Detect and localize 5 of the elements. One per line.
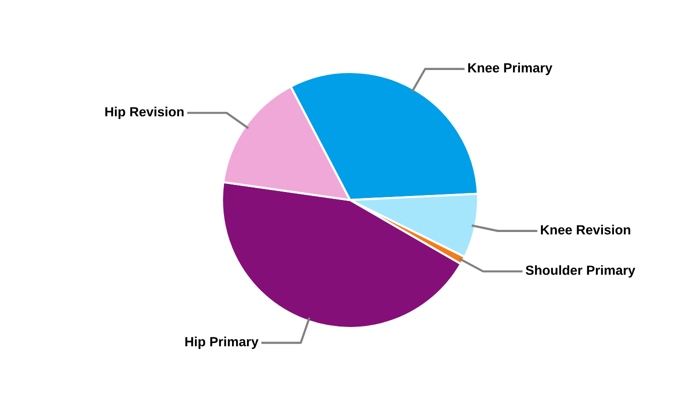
slice-label: Knee Revision: [540, 224, 630, 234]
slice-label: Hip Primary: [185, 336, 258, 349]
slice-label: Shoulder Primary: [526, 265, 636, 278]
slice-label: Knee Primary: [468, 62, 552, 76]
slice-label: Hip Revision: [105, 106, 184, 120]
